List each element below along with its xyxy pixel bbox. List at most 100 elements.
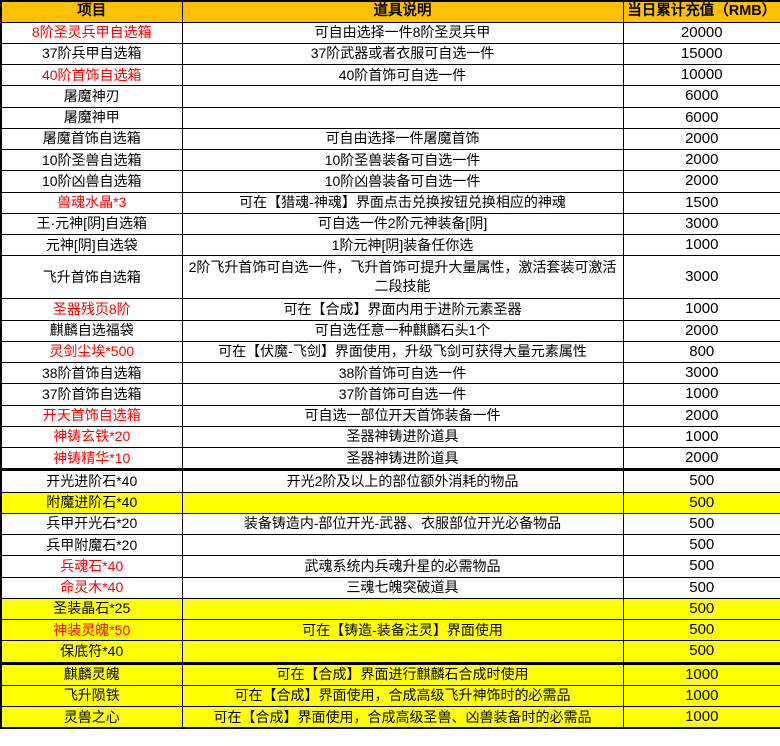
item-name-cell: 开天首饰自选箱 — [0, 404, 183, 427]
item-name-cell: 兵甲开光石*20 — [0, 512, 183, 536]
recharge-value-cell: 2000 — [622, 127, 780, 151]
recharge-value-cell: 1000 — [622, 684, 780, 708]
item-name-cell: 神装灵魄*50 — [0, 619, 183, 642]
table-row: 8阶圣灵兵甲自选箱 可自由选择一件8阶圣灵兵甲 20000 — [0, 21, 780, 44]
table-row: 麒麟自选福袋 可自选任意一种麒麟石头1个 2000 — [0, 319, 780, 342]
item-desc-cell: 开光2阶及以上的部位额外消耗的物品 — [181, 468, 624, 493]
item-desc-cell: 可自由选择一件8阶圣灵兵甲 — [181, 21, 624, 44]
item-desc-cell: 1阶元神[阴]装备任你选 — [181, 234, 624, 257]
table-row: 灵兽之心 可在【合成】界面使用，合成高级圣兽、凶兽装备时的必需品 1000 — [0, 706, 780, 729]
item-name-cell: 附魔进阶石*40 — [0, 491, 183, 514]
item-desc-cell: 10阶圣兽装备可自选一件 — [181, 149, 624, 172]
table-row: 10阶圣兽自选箱 10阶圣兽装备可自选一件 2000 — [0, 149, 780, 172]
item-name-cell: 37阶首饰自选箱 — [0, 383, 183, 406]
table-row: 37阶兵甲自选箱 37阶武器或者衣服可自选一件 15000 — [0, 42, 780, 66]
item-name-cell: 38阶首饰自选箱 — [0, 362, 183, 385]
column-header-item: 项目 — [0, 0, 183, 23]
recharge-value-cell: 2000 — [622, 149, 780, 172]
table-row: 飞升陨铁 可在【合成】界面使用，合成高级飞升神饰时的必需品 1000 — [0, 684, 780, 708]
recharge-rewards-table: 项目 道具说明 当日累计充值（RMB） 8阶圣灵兵甲自选箱 可自由选择一件8阶圣… — [0, 0, 780, 730]
recharge-value-cell: 500 — [622, 640, 780, 664]
table-row: 屠魔神刃 6000 — [0, 85, 780, 108]
table-row: 王·元神[阴]自选箱 可自选一件2阶元神装备[阴] 3000 — [0, 212, 780, 236]
table-row: 38阶首饰自选箱 38阶首饰可自选一件 3000 — [0, 362, 780, 385]
item-desc-cell: 可在【合成】界面使用，合成高级飞升神饰时的必需品 — [181, 684, 624, 708]
table-header: 项目 道具说明 当日累计充值（RMB） — [0, 0, 780, 23]
item-desc-cell: 37阶武器或者衣服可自选一件 — [181, 42, 624, 66]
recharge-value-cell: 3000 — [622, 362, 780, 385]
table-row: 神铸精华*10 圣器神铸进阶道具 2000 — [0, 447, 780, 471]
item-name-cell: 兵魂石*40 — [0, 555, 183, 578]
item-name-cell: 灵兽之心 — [0, 706, 183, 729]
item-desc-cell: 10阶凶兽装备可自选一件 — [181, 170, 624, 193]
item-desc-cell: 可在【铸造-装备注灵】界面使用 — [181, 619, 624, 642]
item-desc-cell: 可自选一件2阶元神装备[阴] — [181, 212, 624, 236]
table-row: 开天首饰自选箱 可自选一部位开天首饰装备一件 2000 — [0, 404, 780, 427]
item-desc-cell: 可自选一部位开天首饰装备一件 — [181, 404, 624, 427]
recharge-value-cell: 6000 — [622, 106, 780, 129]
recharge-value-cell: 2000 — [622, 170, 780, 193]
table-row: 兽魂水晶*3 可在【猎魂-神魂】界面点击兑换按钮兑换相应的神魂 1500 — [0, 191, 780, 214]
table-row: 屠魔神甲 6000 — [0, 106, 780, 129]
recharge-value-cell: 800 — [622, 340, 780, 364]
table-row: 兵甲开光石*20 装备铸造内-部位开光-武器、衣服部位开光必备物品 500 — [0, 512, 780, 536]
recharge-value-cell: 15000 — [622, 42, 780, 66]
item-desc-cell: 装备铸造内-部位开光-武器、衣服部位开光必备物品 — [181, 512, 624, 536]
item-name-cell: 命灵木*40 — [0, 576, 183, 599]
recharge-value-cell: 1500 — [622, 191, 780, 214]
item-desc-cell: 圣器神铸进阶道具 — [181, 447, 624, 471]
item-name-cell: 圣器残页8阶 — [0, 298, 183, 321]
table-body: 8阶圣灵兵甲自选箱 可自由选择一件8阶圣灵兵甲 20000 37阶兵甲自选箱 3… — [0, 21, 780, 729]
table-row: 保底符*40 500 — [0, 640, 780, 664]
item-name-cell: 飞升陨铁 — [0, 684, 183, 708]
recharge-value-cell: 500 — [622, 555, 780, 578]
item-desc-cell: 40阶首饰可自选一件 — [181, 64, 624, 87]
recharge-value-cell: 3000 — [622, 212, 780, 236]
table-row: 10阶凶兽自选箱 10阶凶兽装备可自选一件 2000 — [0, 170, 780, 193]
table-row: 兵魂石*40 武魂系统内兵魂升星的必需物品 500 — [0, 555, 780, 578]
item-desc-cell: 可在【伏魔-飞剑】界面使用，升级飞剑可获得大量元素属性 — [181, 340, 624, 364]
table-row: 命灵木*40 三魂七魄突破道具 500 — [0, 576, 780, 599]
item-name-cell: 40阶首饰自选箱 — [0, 64, 183, 87]
recharge-value-cell: 2000 — [622, 319, 780, 342]
table-row: 37阶首饰自选箱 37阶首饰可自选一件 1000 — [0, 383, 780, 406]
item-desc-cell: 可自选任意一种麒麟石头1个 — [181, 319, 624, 342]
item-desc-cell: 可自由选择一件屠魔首饰 — [181, 127, 624, 151]
item-desc-cell: 可在【合成】界面内用于进阶元素圣器 — [181, 298, 624, 321]
recharge-value-cell: 500 — [622, 619, 780, 642]
recharge-value-cell: 1000 — [622, 706, 780, 729]
recharge-value-cell: 500 — [622, 512, 780, 536]
item-desc-cell: 可在【合成】界面进行麒麟石合成时使用 — [181, 661, 624, 686]
table-row: 灵剑尘埃*500 可在【伏魔-飞剑】界面使用，升级飞剑可获得大量元素属性 800 — [0, 340, 780, 364]
table-row: 飞升首饰自选箱 2阶飞升首饰可自选一件，飞升首饰可提升大量属性，激活套装可激活二… — [0, 255, 780, 300]
table-row: 神装灵魄*50 可在【铸造-装备注灵】界面使用 500 — [0, 619, 780, 642]
table-row: 开光进阶石*40 开光2阶及以上的部位额外消耗的物品 500 — [0, 468, 780, 493]
item-name-cell: 圣装晶石*25 — [0, 597, 183, 621]
column-header-value: 当日累计充值（RMB） — [622, 0, 780, 23]
recharge-value-cell: 6000 — [622, 85, 780, 108]
recharge-value-cell: 3000 — [622, 255, 780, 300]
item-name-cell: 神铸玄铁*20 — [0, 425, 183, 449]
item-desc-cell — [181, 640, 624, 664]
recharge-rewards-page: { "table": { "columns": [ { "label": "项目… — [0, 0, 780, 730]
item-desc-cell: 2阶飞升首饰可自选一件，飞升首饰可提升大量属性，激活套装可激活二段技能 — [181, 255, 624, 300]
item-desc-cell: 武魂系统内兵魂升星的必需物品 — [181, 555, 624, 578]
item-name-cell: 王·元神[阴]自选箱 — [0, 212, 183, 236]
recharge-value-cell: 500 — [622, 576, 780, 599]
item-name-cell: 灵剑尘埃*500 — [0, 340, 183, 364]
item-desc-cell — [181, 491, 624, 514]
table-row: 屠魔首饰自选箱 可自由选择一件屠魔首饰 2000 — [0, 127, 780, 151]
recharge-value-cell: 500 — [622, 468, 780, 493]
item-desc-cell — [181, 106, 624, 129]
item-name-cell: 37阶兵甲自选箱 — [0, 42, 183, 66]
recharge-value-cell: 1000 — [622, 383, 780, 406]
item-desc-cell: 37阶首饰可自选一件 — [181, 383, 624, 406]
item-name-cell: 屠魔神刃 — [0, 85, 183, 108]
item-name-cell: 屠魔首饰自选箱 — [0, 127, 183, 151]
item-desc-cell: 圣器神铸进阶道具 — [181, 425, 624, 449]
recharge-value-cell: 500 — [622, 491, 780, 514]
recharge-value-cell: 1000 — [622, 298, 780, 321]
table-row: 40阶首饰自选箱 40阶首饰可自选一件 10000 — [0, 64, 780, 87]
item-name-cell: 麒麟自选福袋 — [0, 319, 183, 342]
item-name-cell: 兵甲附魔石*20 — [0, 534, 183, 557]
